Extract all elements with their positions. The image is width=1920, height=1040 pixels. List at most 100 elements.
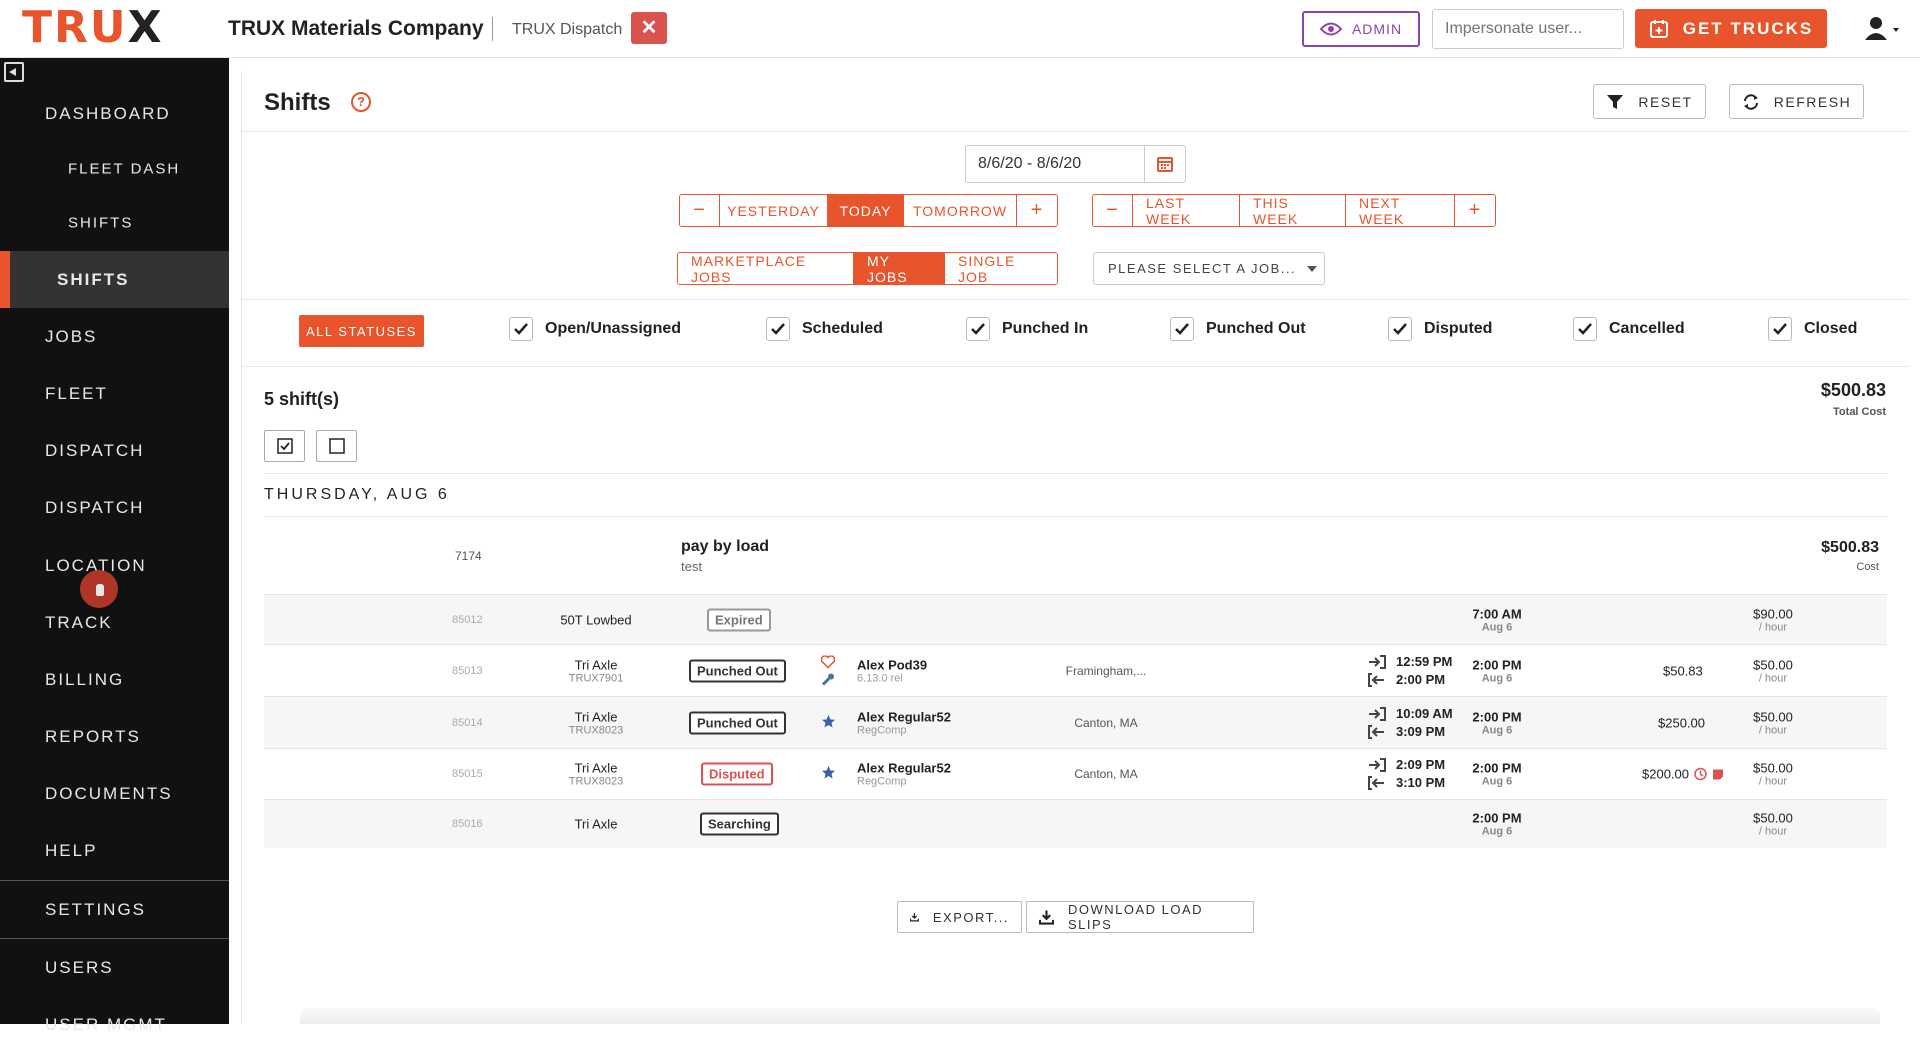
this-week-button[interactable]: THIS WEEK — [1240, 195, 1346, 226]
wrench-icon — [821, 673, 834, 686]
status-filter-scheduled[interactable]: Scheduled — [766, 317, 883, 341]
star-icon[interactable] — [821, 714, 836, 729]
admin-button[interactable]: ADMIN — [1302, 11, 1420, 47]
table-row[interactable]: 85015 Tri Axle TRUX8023 Disputed Alex Reg… — [264, 748, 1887, 799]
sidebar-item-track[interactable]: TRACK — [45, 612, 113, 632]
table-row[interactable]: 85014 Tri Axle TRUX8023 Punched Out Alex … — [264, 696, 1887, 748]
sidebar-item-dispatch-2[interactable]: DISPATCH — [45, 497, 145, 517]
driver-info[interactable]: Alex Regular52 RegComp — [857, 760, 951, 788]
job-select-dropdown[interactable]: PLEASE SELECT A JOB... — [1093, 252, 1325, 285]
export-button[interactable]: EXPORT... — [897, 901, 1022, 933]
deselect-all-button[interactable] — [316, 430, 357, 462]
date-range-input[interactable]: 8/6/20 - 8/6/20 — [965, 145, 1145, 183]
status-badge: Punched Out — [689, 711, 786, 734]
star-icon[interactable] — [821, 765, 836, 780]
rate: $50.00/ hour — [1753, 709, 1793, 736]
status-filter-punched-in[interactable]: Punched In — [966, 317, 1088, 341]
previous-week-button[interactable]: − — [1093, 195, 1133, 226]
sign-in-icon — [1369, 706, 1386, 721]
next-week-button[interactable]: NEXT WEEK — [1346, 195, 1455, 226]
total-cost: $500.83 Total Cost — [1820, 380, 1886, 418]
shift-cost: $250.00 — [1658, 715, 1705, 730]
sidebar-item-documents[interactable]: DOCUMENTS — [45, 783, 173, 803]
sidebar-item-settings[interactable]: SETTINGS — [45, 899, 147, 919]
user-menu[interactable] — [1862, 14, 1902, 44]
driver-info[interactable]: Alex Pod39 6.13.0 rel — [857, 657, 928, 684]
my-jobs-tab[interactable]: MY JOBS — [854, 253, 945, 284]
download-load-slips-button[interactable]: DOWNLOAD LOAD SLIPS — [1026, 901, 1254, 933]
sign-out-icon — [1368, 672, 1384, 687]
job-row[interactable]: 7174 pay by load test $500.83 Cost — [264, 517, 1887, 594]
heart-icon[interactable] — [821, 655, 835, 668]
shift-count: 5 shift(s) — [264, 389, 340, 409]
yesterday-button[interactable]: YESTERDAY — [720, 195, 828, 226]
truck-info: Tri Axle TRUX8023 — [568, 760, 624, 788]
sidebar-item-shifts-sub[interactable]: SHIFTS — [68, 214, 134, 232]
table-row[interactable]: 85016 Tri Axle Searching 2:00 PM Aug 6 $5… — [264, 799, 1887, 848]
download-icon — [910, 913, 919, 922]
table-row[interactable]: 85012 50T Lowbed Expired 7:00 AM Aug 6 $9… — [264, 594, 1887, 644]
admin-label: ADMIN — [1351, 21, 1403, 37]
start-time: 2:00 PM Aug 6 — [1472, 657, 1522, 684]
sidebar-item-fleet-dash[interactable]: FLEET DASH — [68, 160, 181, 178]
sidebar-item-user-mgmt[interactable]: USER MGMT — [45, 1015, 167, 1034]
next-day-button[interactable]: + — [1017, 195, 1057, 226]
clock-alert-icon[interactable] — [1694, 767, 1707, 781]
get-trucks-label: GET TRUCKS — [1682, 18, 1814, 38]
sidebar-item-users[interactable]: USERS — [45, 957, 114, 977]
user-icon — [1865, 17, 1899, 40]
reset-button[interactable]: RESET — [1593, 84, 1706, 119]
all-statuses-button[interactable]: ALL STATUSES — [299, 315, 424, 347]
checkbox-checked-icon — [1573, 317, 1597, 341]
sidebar-item-fleet[interactable]: FLEET — [45, 383, 108, 403]
tomorrow-button[interactable]: TOMORROW — [904, 195, 1017, 226]
single-job-tab[interactable]: SINGLE JOB — [945, 253, 1057, 284]
sidebar-item-location[interactable]: LOCATION — [45, 555, 147, 575]
sidebar-item-shifts[interactable]: SHIFTS — [0, 251, 229, 308]
previous-day-button[interactable]: − — [680, 195, 720, 226]
trux-logo[interactable]: TRUX — [22, 2, 164, 53]
impersonate-user-input[interactable] — [1432, 9, 1624, 49]
refresh-button[interactable]: REFRESH — [1729, 84, 1864, 119]
status-filter-closed[interactable]: Closed — [1768, 317, 1857, 341]
next-week-plus-button[interactable]: + — [1455, 195, 1495, 226]
collapse-sidebar-icon[interactable] — [4, 62, 24, 82]
divider — [264, 516, 1887, 517]
date-picker-button[interactable] — [1144, 145, 1186, 183]
marketplace-jobs-tab[interactable]: MARKETPLACE JOBS — [678, 253, 854, 284]
rate: $90.00/ hour — [1753, 606, 1793, 633]
sidebar-item-reports[interactable]: REPORTS — [45, 726, 141, 746]
note-icon[interactable] — [1712, 768, 1724, 780]
sidebar-item-dashboard[interactable]: DASHBOARD — [45, 103, 171, 123]
status-filter-disputed[interactable]: Disputed — [1388, 317, 1492, 341]
driver-info[interactable]: Alex Regular52 RegComp — [857, 709, 951, 736]
sidebar-item-dispatch[interactable]: DISPATCH — [45, 440, 145, 460]
shift-cost: $50.83 — [1663, 663, 1703, 678]
sidebar-item-jobs[interactable]: JOBS — [45, 326, 98, 346]
last-week-button[interactable]: LAST WEEK — [1133, 195, 1240, 226]
punch-times: 10:09 AM 3:09 PM — [1368, 705, 1453, 741]
status-filter-cancelled[interactable]: Cancelled — [1573, 317, 1685, 341]
checkbox-checked-icon — [1170, 317, 1194, 341]
truck-type: 50T Lowbed — [560, 612, 632, 627]
select-all-button[interactable] — [264, 430, 305, 462]
sidebar-item-billing[interactable]: BILLING — [45, 669, 125, 689]
status-filter-open[interactable]: Open/Unassigned — [509, 317, 681, 341]
sidebar-item-help[interactable]: HELP — [45, 840, 98, 860]
close-icon: ✕ — [640, 17, 658, 39]
today-button[interactable]: TODAY — [828, 195, 904, 226]
truck-type: Tri Axle — [574, 816, 618, 832]
status-filter-punched-out[interactable]: Punched Out — [1170, 317, 1306, 341]
get-trucks-button[interactable]: GET TRUCKS — [1635, 9, 1827, 48]
start-time: 7:00 AM Aug 6 — [1472, 606, 1522, 633]
table-row[interactable]: 85013 Tri Axle TRUX7901 Punched Out Alex … — [264, 644, 1887, 696]
help-icon[interactable]: ? — [351, 92, 371, 112]
sidebar-divider — [0, 880, 229, 881]
divider — [242, 131, 1909, 132]
top-bar: TRUX TRUX Materials Company TRUX Dispatc… — [0, 0, 1920, 58]
main-panel — [241, 71, 1909, 1024]
divider — [242, 366, 1909, 367]
job-name: pay by load — [681, 537, 770, 555]
shift-cost: $200.00 — [1642, 766, 1689, 782]
close-dispatch-button[interactable]: ✕ — [631, 12, 667, 44]
